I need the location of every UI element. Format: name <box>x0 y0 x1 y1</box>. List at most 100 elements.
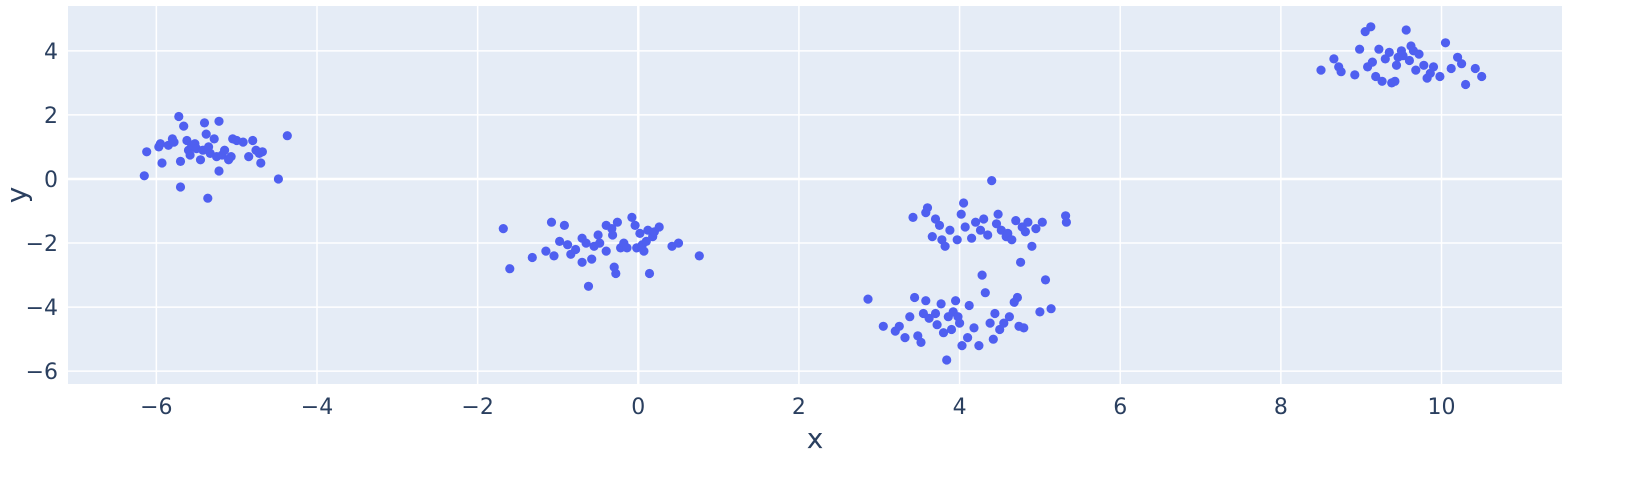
data-point <box>1391 60 1402 70</box>
y-axis-ticks: −6 −4 −2 0 2 4 <box>26 40 58 385</box>
data-point <box>209 134 219 144</box>
data-point <box>969 323 979 333</box>
data-point <box>952 235 962 245</box>
data-point <box>195 155 206 165</box>
data-point <box>985 318 995 328</box>
data-point <box>563 240 573 250</box>
data-point <box>1366 22 1376 32</box>
data-point <box>991 219 1002 229</box>
data-point <box>940 241 950 251</box>
data-point <box>282 131 292 141</box>
x-tick-label: 6 <box>1113 395 1127 420</box>
data-point <box>527 252 537 263</box>
data-point <box>1316 65 1326 75</box>
data-point <box>945 225 955 235</box>
data-point <box>175 156 186 166</box>
data-point <box>979 214 989 224</box>
data-point <box>203 193 213 203</box>
y-tick-label: −2 <box>26 232 58 257</box>
data-point <box>654 222 664 232</box>
data-point <box>1016 257 1026 267</box>
data-point <box>1336 67 1346 77</box>
data-point <box>1371 71 1381 82</box>
data-point <box>273 174 283 184</box>
data-point <box>938 328 949 338</box>
data-point <box>1390 76 1400 86</box>
data-point <box>946 324 957 335</box>
data-point <box>921 296 931 306</box>
y-tick-label: −4 <box>26 296 58 321</box>
data-point <box>956 209 966 219</box>
data-point <box>1027 241 1037 251</box>
data-point <box>987 176 997 186</box>
data-point <box>694 251 704 261</box>
data-point <box>878 321 888 331</box>
data-point <box>1446 63 1456 74</box>
data-point <box>257 147 267 157</box>
data-point <box>155 139 165 149</box>
data-point <box>983 230 993 240</box>
data-point <box>1461 79 1471 90</box>
data-point <box>971 217 981 227</box>
data-point <box>635 228 645 238</box>
data-point <box>974 341 984 351</box>
data-point <box>595 238 605 248</box>
data-point <box>505 264 515 274</box>
x-axis-title: x <box>807 422 824 455</box>
data-point <box>934 220 945 230</box>
data-point <box>498 224 508 234</box>
x-axis-ticks: −6 −4 −2 0 2 4 6 8 10 <box>140 395 1455 420</box>
data-point <box>549 251 559 261</box>
data-point <box>673 238 684 248</box>
data-point <box>905 312 915 322</box>
data-point <box>1470 63 1480 74</box>
data-point <box>1004 312 1015 322</box>
data-point <box>1061 217 1071 227</box>
data-point <box>555 236 565 246</box>
data-point <box>1355 44 1365 54</box>
data-point <box>201 129 211 139</box>
data-point <box>1329 54 1339 64</box>
data-point <box>612 217 623 227</box>
data-point <box>999 318 1009 328</box>
data-point <box>977 270 987 280</box>
data-point <box>1011 216 1021 226</box>
data-point <box>627 212 637 222</box>
data-point <box>1367 57 1377 67</box>
data-point <box>951 296 961 306</box>
data-point <box>1440 38 1451 48</box>
data-point <box>248 135 258 146</box>
data-point <box>963 333 973 343</box>
data-point <box>174 111 184 122</box>
data-point <box>142 147 152 157</box>
data-point <box>630 220 640 230</box>
data-point <box>1377 76 1387 86</box>
x-tick-label: 0 <box>631 395 645 420</box>
x-tick-label: −6 <box>140 395 172 420</box>
data-point <box>1019 323 1029 333</box>
data-point <box>1374 44 1384 54</box>
data-point <box>967 233 977 243</box>
y-tick-label: 4 <box>44 40 58 65</box>
data-point <box>924 313 934 323</box>
data-point <box>593 230 603 240</box>
data-point <box>1419 60 1429 70</box>
data-point <box>1435 71 1445 82</box>
data-point <box>993 209 1003 219</box>
data-point <box>601 246 611 256</box>
data-point <box>214 116 224 126</box>
data-point <box>244 152 254 162</box>
data-point <box>927 232 937 242</box>
data-point <box>611 268 621 279</box>
y-tick-label: 2 <box>44 104 58 129</box>
x-tick-label: 8 <box>1274 395 1288 420</box>
data-point <box>1007 235 1017 245</box>
data-point <box>220 145 230 155</box>
data-point <box>139 171 149 181</box>
data-point <box>1404 55 1414 66</box>
data-point <box>577 257 587 267</box>
data-point <box>559 220 570 230</box>
x-tick-label: 4 <box>953 395 967 420</box>
